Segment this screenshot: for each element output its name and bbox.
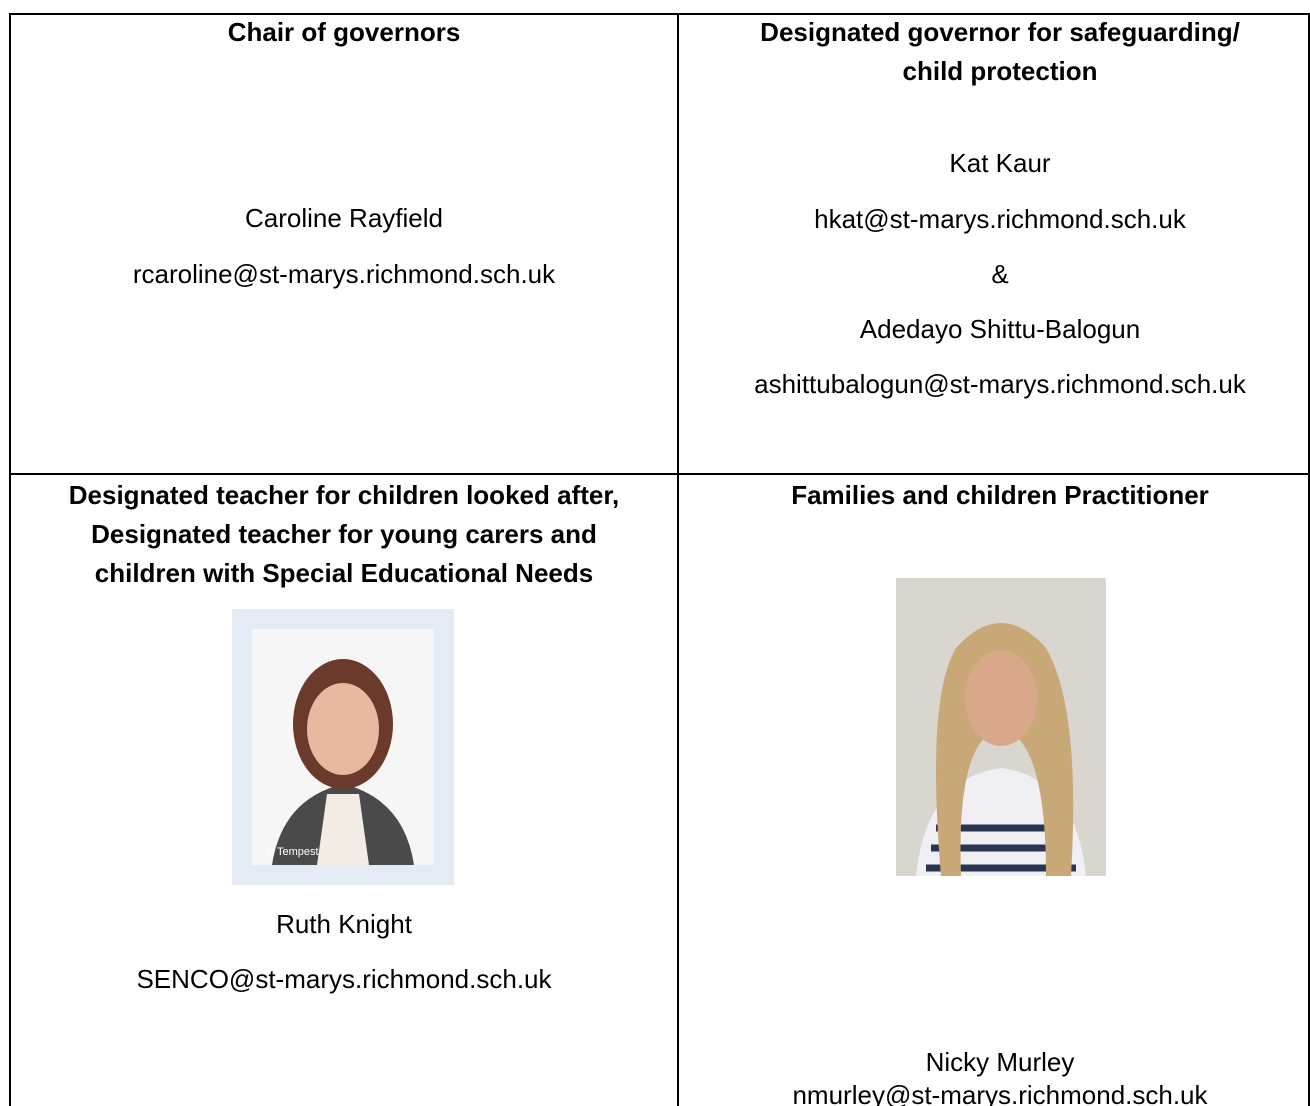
cell-title: Designated teacher for young carers and bbox=[91, 519, 597, 549]
table-border-top bbox=[9, 13, 1310, 15]
table-row-divider bbox=[9, 473, 1310, 475]
cell-title: child protection bbox=[902, 56, 1098, 86]
cell-text: hkat@st-marys.richmond.sch.uk bbox=[814, 204, 1186, 234]
cell-title: Chair of governors bbox=[227, 17, 461, 47]
photo-credit: © Tempest bbox=[266, 846, 319, 858]
photo-ruth-knight: © Tempest bbox=[232, 609, 454, 885]
cell-text: & bbox=[991, 259, 1009, 289]
cell-text: SENCO@st-marys.richmond.sch.uk bbox=[136, 964, 552, 994]
cell-text: Adedayo Shittu-Balogun bbox=[859, 314, 1141, 344]
photo-nicky-murley bbox=[896, 578, 1106, 876]
cell-title: Designated teacher for children looked a… bbox=[68, 480, 620, 510]
cell-text: Caroline Rayfield bbox=[245, 203, 443, 233]
table-border-middle bbox=[677, 13, 679, 1106]
cell-title: Designated governor for safeguarding/ bbox=[760, 17, 1240, 47]
table-border-right bbox=[1308, 13, 1310, 1106]
cell-text: Nicky Murley bbox=[925, 1047, 1075, 1077]
cell-title: children with Special Educational Needs bbox=[94, 558, 594, 588]
table-border-left bbox=[9, 13, 11, 1106]
cell-text: nmurley@st-marys.richmond.sch.uk bbox=[792, 1080, 1208, 1106]
cell-text: Ruth Knight bbox=[276, 909, 412, 939]
cell-text: ashittubalogun@st-marys.richmond.sch.uk bbox=[754, 369, 1246, 399]
cell-text: Kat Kaur bbox=[949, 148, 1051, 178]
cell-text: rcaroline@st-marys.richmond.sch.uk bbox=[132, 259, 556, 289]
cell-title: Families and children Practitioner bbox=[791, 480, 1209, 510]
